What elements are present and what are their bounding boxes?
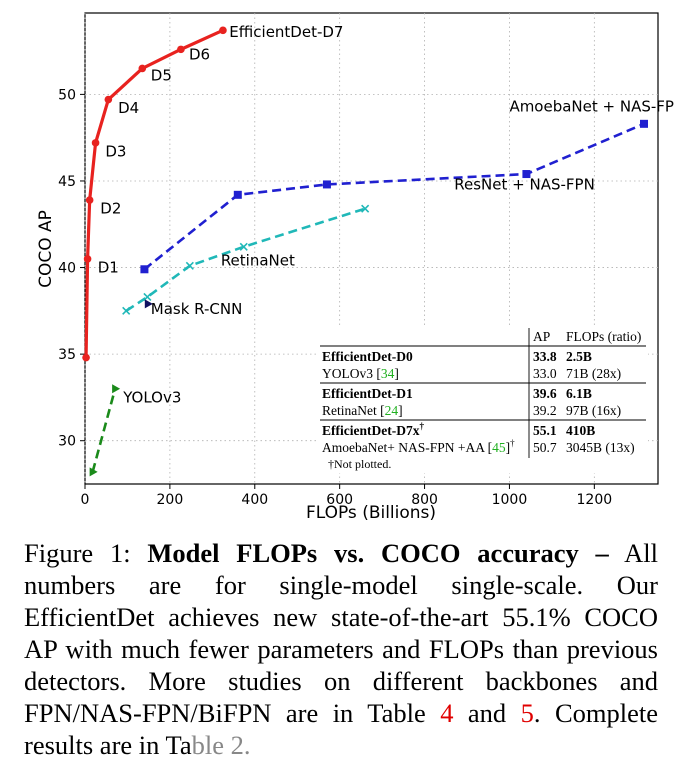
data-point-amoebanet-nas-fpn [639, 119, 648, 128]
table-row-name: EfficientDet-D1 [322, 386, 413, 401]
data-point-retinanet [239, 242, 248, 251]
caption-text-1: All numbers are for single-model single-… [24, 538, 658, 728]
y-tick-label: 40 [58, 261, 76, 277]
figure-caption: Figure 1: Model FLOPs vs. COCO accuracy … [24, 537, 658, 761]
data-point-retinanet [361, 204, 370, 213]
data-point-amoebanet-nas-fpn [233, 190, 242, 199]
annotation-labels: EfficientDet-D7 D6 D5 D4 D3 D2 D1 AmoebaNet + N… [98, 23, 674, 406]
table-row-ap: 39.2 [533, 403, 557, 418]
caption-text-garbled: ble 2. [191, 730, 251, 760]
x-tick-label: 600 [326, 492, 353, 508]
caption-text-2: and [453, 698, 521, 728]
table-row-flops: 3045B (13x) [566, 440, 635, 455]
x-tick-label: 200 [157, 492, 184, 508]
table-row-name: EfficientDet-D0 [322, 349, 413, 364]
annotation-label: D2 [100, 200, 121, 218]
annotation-label: Mask R-CNN [151, 300, 243, 318]
table-row-ap: 33.0 [533, 366, 557, 381]
table-row-ap: 50.7 [533, 440, 557, 455]
table-footnote: †Not plotted. [328, 457, 391, 471]
data-point-efficientdet [91, 139, 100, 147]
table-row-name: AmoebaNet+ NAS-FPN +AA [45]† [322, 438, 515, 455]
caption-ref-table-5[interactable]: 5 [520, 698, 534, 728]
x-tick-label: 400 [241, 492, 268, 508]
series-group [82, 26, 648, 477]
annotation-label: EfficientDet-D7 [229, 23, 343, 41]
series-line-efficientdet [84, 28, 224, 358]
caption-label: Figure 1: [24, 538, 131, 568]
data-point-retinanet [143, 292, 152, 302]
caption-ref-table-4[interactable]: 4 [440, 698, 454, 728]
table-background [318, 327, 648, 473]
data-point-yolov3 [89, 467, 98, 477]
data-point-mask-r-cnn [144, 299, 153, 309]
y-tick-label: 30 [58, 434, 76, 450]
data-point-efficientdet [219, 26, 227, 35]
table-row-name: EfficientDet-D7x† [322, 421, 424, 438]
x-tick-label: 800 [411, 492, 438, 508]
x-tick-label: 0 [81, 492, 90, 508]
table-header-flops: FLOPs (ratio) [566, 329, 641, 344]
table-row-flops: 2.5B [566, 349, 592, 364]
x-tick-label: 1200 [577, 492, 613, 508]
data-point-efficientdet [138, 64, 147, 73]
y-tick-label: 50 [58, 87, 76, 103]
table-row-name: RetinaNet [24] [322, 403, 403, 418]
data-point-retinanet [122, 306, 131, 315]
table-header-ap: AP [533, 329, 550, 344]
table-row-name: YOLOv3 [34] [322, 366, 399, 381]
table-row-flops: 6.1B [566, 386, 592, 401]
table-row-flops: 410B [566, 423, 595, 438]
data-point-efficientdet [177, 45, 185, 54]
table-row-ap: 55.1 [533, 423, 557, 438]
data-point-efficientdet [83, 255, 92, 263]
comparison-table: AP FLOPs (ratio) EfficientDet-D0 33.8 2.… [318, 327, 648, 473]
data-point-amoebanet-nas-fpn [140, 265, 149, 274]
data-point-efficientdet [104, 95, 113, 104]
series-line-yolov3 [91, 388, 117, 473]
annotation-label: AmoebaNet + NAS-FPN + AA [509, 98, 674, 116]
data-point-efficientdet [85, 196, 94, 204]
table-row-ap: 33.8 [533, 349, 557, 364]
table-row-ap: 39.6 [533, 386, 557, 401]
table-row-flops: 97B (16x) [566, 403, 621, 418]
caption-title: Model FLOPs vs. COCO accuracy – [147, 538, 609, 568]
y-tick-label: 45 [58, 174, 76, 190]
annotation-label: D5 [151, 66, 172, 84]
data-point-amoebanet-nas-fpn [322, 180, 331, 189]
x-axis-label: FLOPs (Billions) [306, 503, 436, 523]
annotation-label: D6 [189, 46, 210, 64]
data-point-efficientdet [82, 353, 90, 362]
annotation-label: ResNet + NAS-FPN [454, 175, 595, 193]
annotation-label: RetinaNet [221, 252, 295, 270]
annotation-label: YOLOv3 [122, 388, 181, 406]
annotation-label: D3 [105, 143, 126, 161]
y-tick-label: 35 [58, 347, 76, 363]
data-point-amoebanet-nas-fpn [522, 170, 531, 179]
x-tick-label: 1000 [492, 492, 528, 508]
data-point-retinanet [185, 261, 194, 270]
efficientdet-flops-chart: 0 200 400 600 800 1000 1200 30 35 40 45 50 Efficien… [36, 12, 674, 523]
y-axis-label: COCO AP [36, 210, 56, 288]
annotation-label: D4 [118, 99, 139, 117]
table-row-flops: 71B (28x) [566, 366, 621, 381]
annotation-label: D1 [98, 259, 119, 277]
axis-ticks: 0 200 400 600 800 1000 1200 30 35 40 45 50 [58, 87, 612, 508]
series-line-amoebanet-nas-fpn [143, 122, 645, 271]
data-point-yolov3 [112, 384, 121, 394]
